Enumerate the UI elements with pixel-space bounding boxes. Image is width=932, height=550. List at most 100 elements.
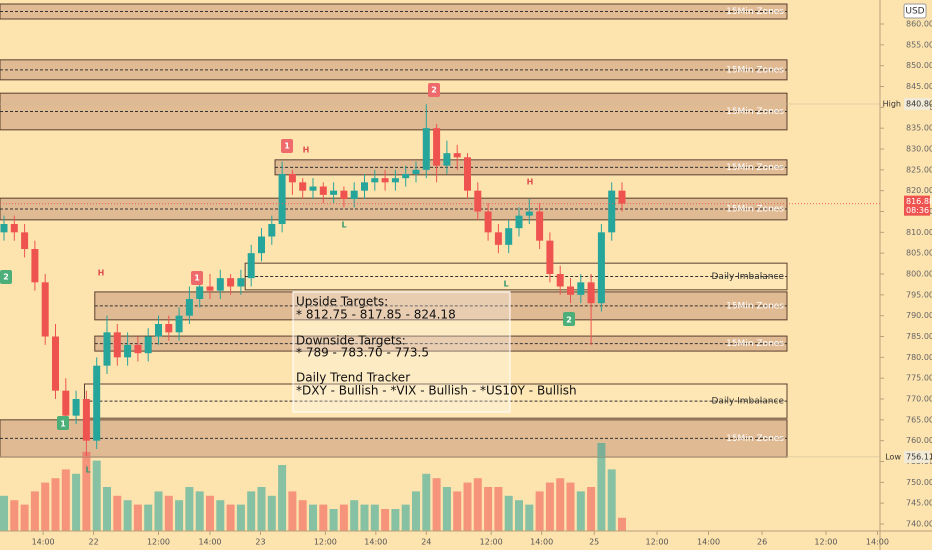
- candle-body: [93, 365, 101, 441]
- candle-body: [319, 186, 327, 195]
- zone-label: 15Min Zones: [726, 339, 784, 349]
- x-tick-label: 14:00: [530, 538, 553, 547]
- volume-bar: [216, 500, 225, 531]
- x-tick-label: 14:00: [866, 538, 889, 547]
- x-tick-label: 12:00: [480, 538, 503, 547]
- marker-name: Low: [885, 452, 901, 461]
- candle-body: [227, 278, 235, 287]
- note: *DXY - Bullish - *VIX - Bullish - *US10Y…: [296, 384, 577, 398]
- x-tick-label: 14:00: [697, 538, 720, 547]
- y-tick-label: 740.00: [906, 520, 932, 529]
- candle-body: [525, 211, 533, 216]
- candle-body: [515, 215, 523, 229]
- candle-body: [443, 153, 451, 166]
- x-tick-label: 14:00: [198, 538, 221, 547]
- marker-box: [904, 98, 930, 110]
- candle-body: [258, 236, 265, 254]
- candle-body: [350, 190, 358, 199]
- volume-bar: [278, 465, 287, 531]
- volume-bar: [412, 491, 420, 531]
- candle-body: [556, 274, 564, 287]
- candle-body: [113, 332, 121, 358]
- volume-bar: [185, 487, 194, 531]
- volume-bar: [20, 504, 29, 531]
- y-tick-label: 750.00: [906, 478, 932, 487]
- x-tick-label: 23: [255, 538, 265, 547]
- candle-body: [41, 282, 49, 337]
- candle-body: [340, 190, 348, 199]
- candle-body: [10, 224, 18, 233]
- x-tick-label: 24: [421, 538, 431, 547]
- y-tick-label: 765.00: [906, 415, 932, 424]
- candle-body: [124, 344, 132, 358]
- volume-bar: [51, 478, 60, 531]
- y-tick-label: 825.00: [906, 165, 932, 174]
- signal: 1: [194, 274, 200, 283]
- volume-bar: [391, 509, 400, 531]
- currency[interactable]: USD: [905, 7, 924, 17]
- candle-body: [216, 278, 224, 291]
- volume-bar: [401, 504, 410, 531]
- zone: [0, 197, 788, 221]
- volume-bar: [92, 460, 101, 531]
- x-tick-label: 12:00: [147, 538, 170, 547]
- candle-body: [62, 390, 70, 416]
- candle-body: [175, 315, 183, 333]
- currency-box[interactable]: [903, 3, 927, 19]
- volume-bar: [226, 504, 235, 531]
- note-box: [292, 291, 511, 413]
- y-tick-label: 745.00: [906, 499, 932, 508]
- volume-bar: [0, 495, 8, 531]
- candle-body: [371, 178, 379, 183]
- signal: L: [85, 466, 90, 475]
- candle-body: [587, 282, 595, 304]
- volume-bar: [195, 491, 204, 531]
- volume-bar: [288, 491, 297, 531]
- volume-bar: [113, 495, 122, 531]
- volume-bar: [484, 487, 493, 531]
- last-price: 816.88: [906, 197, 932, 206]
- zone-label: 15Min Zones: [726, 107, 784, 117]
- x-tick-label: 12:00: [314, 538, 337, 547]
- volume-bar: [576, 491, 585, 531]
- candle-body: [196, 286, 204, 299]
- volume-bar: [123, 500, 132, 531]
- zone-label: 15Min Zones: [726, 65, 784, 75]
- volume-bar: [360, 504, 369, 531]
- signal: 2: [3, 273, 9, 282]
- volume-bar: [133, 504, 142, 531]
- volume-bar: [154, 491, 163, 531]
- volume-bar: [535, 491, 544, 531]
- zone-label: Daily Imbalance: [712, 272, 785, 282]
- candle-body: [484, 211, 492, 233]
- volume-bar: [442, 487, 451, 531]
- candle-body: [134, 344, 142, 354]
- candle-body: [381, 178, 389, 183]
- zone-label: 15Min Zones: [726, 205, 784, 215]
- candle-body: [412, 169, 420, 174]
- candle-body: [247, 253, 255, 279]
- note: Downside Targets:: [296, 334, 406, 348]
- signal-badge: [428, 83, 440, 97]
- candle-body: [309, 186, 317, 191]
- candle-body: [144, 336, 152, 354]
- volume-bar: [525, 504, 534, 531]
- volume-bar: [30, 491, 39, 531]
- volume-bar: [556, 478, 565, 531]
- candle-body: [288, 174, 296, 183]
- candle-body: [165, 324, 173, 333]
- y-tick-label: 785.00: [906, 332, 932, 341]
- candle-body: [402, 174, 410, 179]
- volume-bar: [607, 469, 616, 531]
- zone-label: 15Min Zones: [726, 7, 784, 17]
- volume-bar: [422, 473, 431, 531]
- candle-body: [185, 299, 193, 316]
- note: Daily Trend Tracker: [296, 371, 410, 385]
- y-tick-label: 770.00: [906, 395, 932, 404]
- candle-body: [278, 174, 286, 224]
- x-tick-label: 12:00: [645, 538, 668, 547]
- candle-body: [505, 228, 513, 245]
- marker-value: 840.80: [906, 100, 932, 109]
- marker-box: [904, 450, 930, 463]
